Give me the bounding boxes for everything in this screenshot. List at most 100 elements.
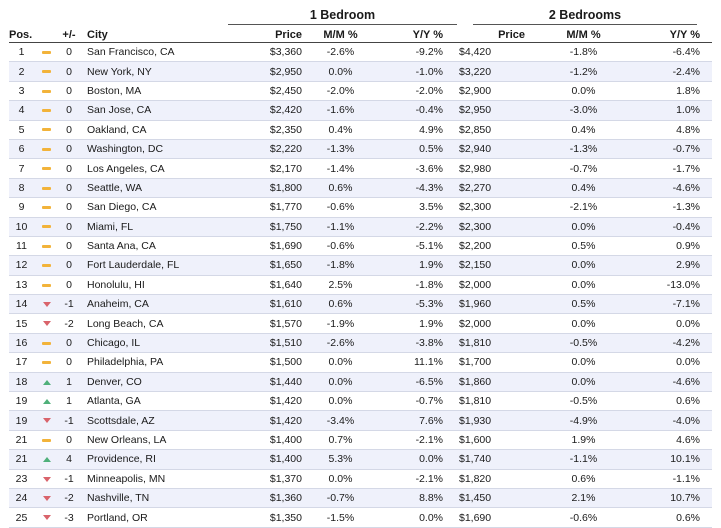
price-2br-cell: $1,700 [455, 352, 547, 373]
table-row: 17 0 Philadelphia, PA $1,500 0.0% 11.1% $1,700… [9, 352, 712, 373]
header-price-1br: Price [229, 27, 302, 43]
price-2br-cell: $1,810 [455, 333, 547, 354]
header-row: Pos. +/- City Price M/M % Y/Y % Price M/… [9, 27, 712, 43]
pos-cell: 4 [9, 100, 34, 121]
yy-2br-cell: -1.3% [620, 197, 712, 218]
mm-1br-cell: 0.0% [302, 372, 379, 393]
mm-2br-cell: -2.1% [547, 197, 620, 218]
trend-cell [34, 507, 59, 528]
triangle-up-icon [42, 379, 51, 385]
yy-2br-cell: 0.0% [620, 313, 712, 334]
header-pos: Pos. [9, 27, 34, 43]
price-1br-cell: $1,510 [229, 333, 302, 354]
yy-1br-cell: -5.1% [379, 236, 455, 257]
trend-cell [34, 333, 59, 354]
yy-2br-cell: -0.4% [620, 217, 712, 237]
mm-2br-cell: -0.7% [547, 158, 620, 179]
price-1br-cell: $1,350 [229, 507, 302, 528]
change-cell: 0 [59, 217, 79, 237]
mm-2br-cell: 0.4% [547, 120, 620, 140]
pos-cell: 17 [9, 352, 34, 373]
price-2br-cell: $2,200 [455, 236, 547, 257]
price-2br-cell: $2,000 [455, 275, 547, 296]
price-1br-cell: $2,220 [229, 139, 302, 160]
table-row: 19 -1 Scottsdale, AZ $1,420 -3.4% 7.6% $1,930-… [9, 410, 712, 431]
table-row: 4 0 San Jose, CA $2,420 -1.6% -0.4% $2,950 -3.0… [9, 100, 712, 121]
mm-1br-cell: -1.5% [302, 507, 379, 528]
change-cell: -1 [59, 469, 79, 489]
yy-1br-cell: -0.4% [379, 100, 455, 121]
price-1br-cell: $1,370 [229, 469, 302, 489]
mm-2br-cell: -0.5% [547, 391, 620, 412]
yy-1br-cell: 3.5% [379, 197, 455, 218]
city-cell: New York, NY [79, 61, 229, 82]
yy-1br-cell: -9.2% [379, 42, 455, 63]
group-two-bedrooms: 2 Bedrooms [473, 6, 697, 25]
dash-icon [42, 283, 51, 287]
price-2br-cell: $2,300 [455, 197, 547, 218]
trend-cell [34, 120, 59, 140]
trend-cell [34, 391, 59, 412]
yy-2br-cell: 0.6% [620, 507, 712, 528]
change-cell: 4 [59, 449, 79, 470]
change-cell: 0 [59, 352, 79, 373]
yy-2br-cell: -1.7% [620, 158, 712, 179]
price-1br-cell: $1,400 [229, 430, 302, 451]
city-cell: Oakland, CA [79, 120, 229, 140]
mm-1br-cell: 0.6% [302, 294, 379, 315]
trend-cell [34, 197, 59, 218]
city-cell: San Diego, CA [79, 197, 229, 218]
price-1br-cell: $1,770 [229, 197, 302, 218]
pos-cell: 15 [9, 313, 34, 334]
change-cell: 0 [59, 120, 79, 140]
table-row: 23 -1 Minneapolis, MN $1,370 0.0% -2.1% $1,820… [9, 469, 712, 489]
mm-2br-cell: -0.6% [547, 507, 620, 528]
group-one-bedroom: 1 Bedroom [228, 6, 457, 25]
dash-icon [42, 167, 51, 171]
city-cell: Denver, CO [79, 372, 229, 393]
pos-cell: 16 [9, 333, 34, 354]
triangle-up-icon [42, 457, 51, 463]
triangle-down-icon [42, 301, 51, 307]
price-1br-cell: $1,800 [229, 178, 302, 199]
header-yy-1br: Y/Y % [379, 27, 455, 43]
change-cell: -2 [59, 313, 79, 334]
price-1br-cell: $1,610 [229, 294, 302, 315]
yy-1br-cell: 1.9% [379, 313, 455, 334]
price-2br-cell: $2,150 [455, 255, 547, 276]
trend-cell [34, 372, 59, 393]
change-cell: 0 [59, 100, 79, 121]
trend-cell [34, 158, 59, 179]
yy-1br-cell: -3.8% [379, 333, 455, 354]
price-1br-cell: $1,640 [229, 275, 302, 296]
city-cell: Anaheim, CA [79, 294, 229, 315]
pos-cell: 12 [9, 255, 34, 276]
yy-1br-cell: 0.5% [379, 139, 455, 160]
table-row: 15 -2 Long Beach, CA $1,570 -1.9% 1.9% $2,000 0… [9, 313, 712, 334]
dash-icon [42, 244, 51, 248]
table-row: 8 0 Seattle, WA $1,800 0.6% -4.3% $2,270 0.4% -4… [9, 178, 712, 199]
trend-cell [34, 139, 59, 160]
triangle-down-icon [42, 515, 51, 521]
pos-cell: 6 [9, 139, 34, 160]
yy-2br-cell: -1.1% [620, 469, 712, 489]
city-cell: Philadelphia, PA [79, 352, 229, 373]
dash-icon [42, 206, 51, 210]
dash-icon [42, 341, 51, 345]
pos-cell: 25 [9, 507, 34, 528]
dash-icon [42, 264, 51, 268]
header-change: +/- [59, 27, 79, 43]
trend-cell [34, 469, 59, 489]
price-1br-cell: $2,450 [229, 81, 302, 102]
mm-2br-cell: 0.0% [547, 217, 620, 237]
price-1br-cell: $1,650 [229, 255, 302, 276]
table-row: 5 0 Oakland, CA $2,350 0.4% 4.9% $2,850 0.4% 4.8… [9, 120, 712, 140]
table-row: 24 -2 Nashville, TN $1,360 -0.7% 8.8% $1,450 2.… [9, 488, 712, 509]
trend-cell [34, 410, 59, 431]
city-cell: Portland, OR [79, 507, 229, 528]
price-2br-cell: $1,820 [455, 469, 547, 489]
price-1br-cell: $1,500 [229, 352, 302, 373]
mm-2br-cell: 0.4% [547, 178, 620, 199]
city-cell: Atlanta, GA [79, 391, 229, 412]
